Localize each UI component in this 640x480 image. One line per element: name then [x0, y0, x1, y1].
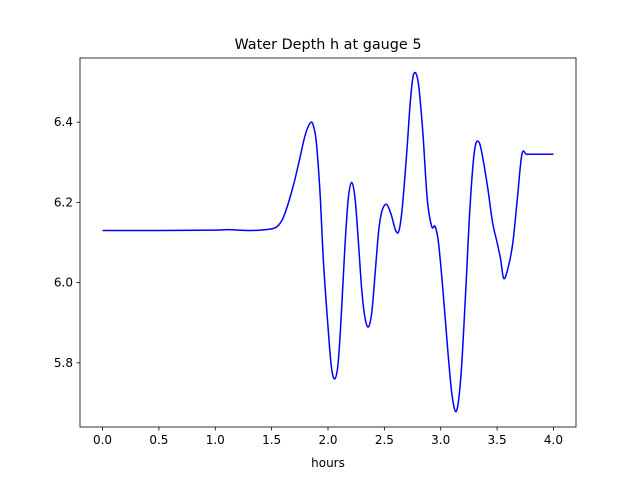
y-tick-label: 5.8: [54, 356, 73, 370]
x-tick-label: 0.5: [149, 433, 168, 447]
x-tick-label: 1.0: [206, 433, 225, 447]
chart-title: Water Depth h at gauge 5: [234, 37, 421, 53]
x-axis-label: hours: [311, 456, 345, 470]
series-line: [102, 71, 554, 413]
x-tick-label: 0.0: [93, 433, 112, 447]
x-axis-ticks: 0.0 0.5 1.0 1.5 2.0 2.5 3.0 3.5 4.0: [93, 427, 563, 447]
y-axis-ticks: 5.8 6.0 6.2 6.4: [54, 115, 80, 370]
x-tick-label: 2.5: [375, 433, 394, 447]
x-tick-label: 3.5: [488, 433, 507, 447]
x-tick-label: 1.5: [262, 433, 281, 447]
axes-frame: [79, 57, 577, 428]
x-tick-label: 2.0: [318, 433, 337, 447]
x-tick-label: 3.0: [431, 433, 450, 447]
y-tick-label: 6.4: [54, 115, 73, 129]
y-tick-label: 6.2: [54, 195, 73, 209]
y-tick-label: 6.0: [54, 276, 73, 290]
x-tick-label: 4.0: [544, 433, 563, 447]
